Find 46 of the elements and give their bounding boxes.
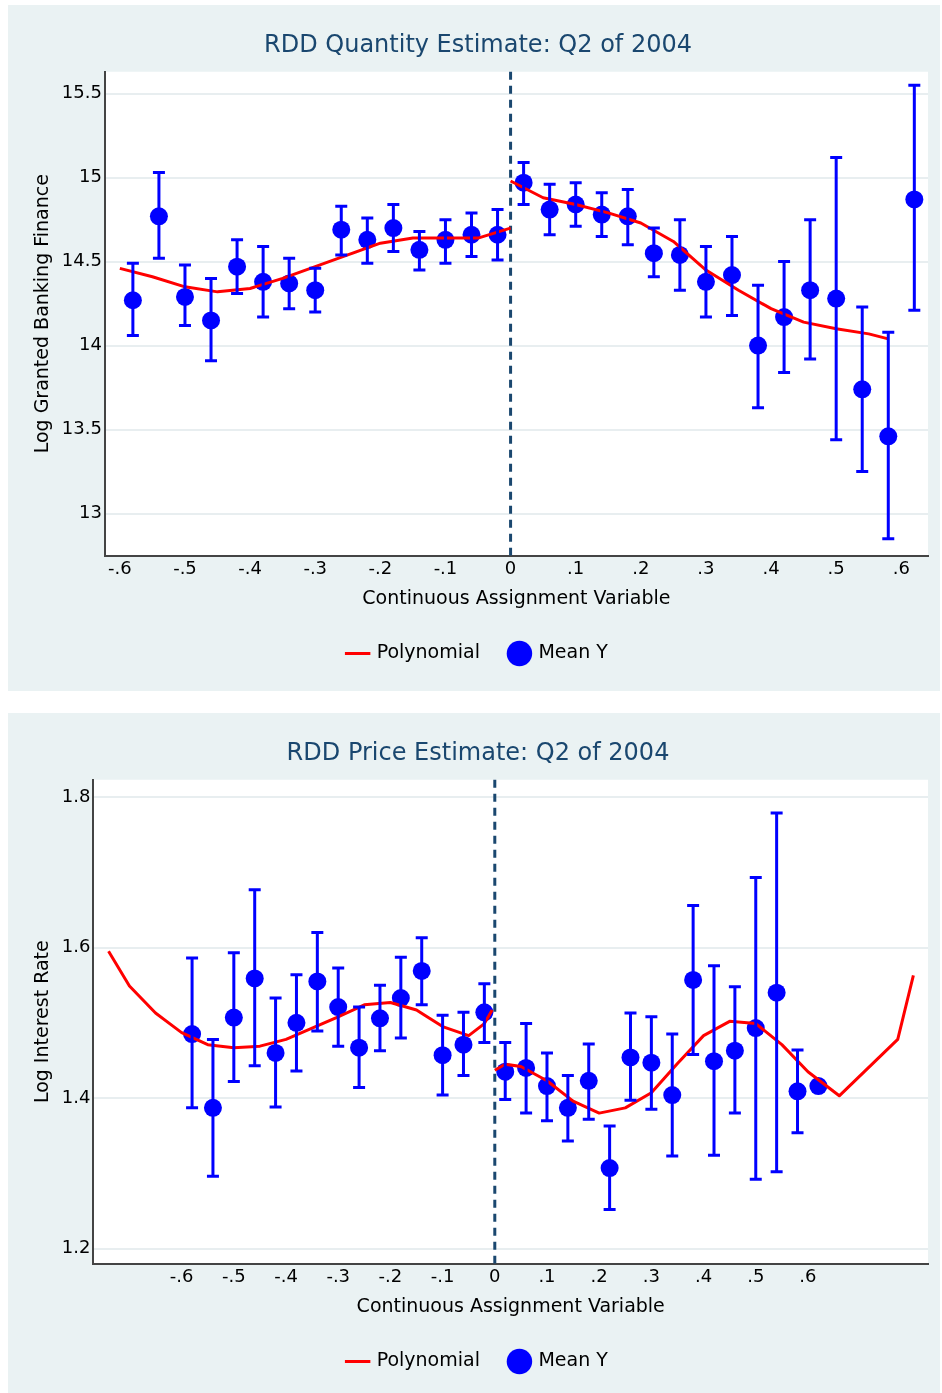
y-tick-label: 15.5 — [61, 81, 102, 103]
x-tick-label: -.4 — [238, 557, 262, 579]
y-axis-title: Log Interest Rate — [30, 940, 53, 1104]
x-tick-label: .3 — [642, 1265, 660, 1287]
x-tick-label: -.4 — [274, 1265, 298, 1287]
legend-label: Polynomial — [376, 1348, 480, 1371]
x-tick-label: .4 — [762, 557, 780, 579]
x-tick-label: .5 — [827, 557, 845, 579]
x-tick-label: .5 — [747, 1265, 765, 1287]
y-tick-label: 14 — [78, 333, 102, 355]
y-tick-label: 1.6 — [61, 935, 91, 957]
y-tick-label: 1.8 — [61, 784, 91, 806]
x-tick-label: .3 — [697, 557, 715, 579]
y-tick-label: 14.5 — [61, 249, 102, 271]
legend-label: Mean Y — [538, 640, 609, 663]
x-tick-label: .1 — [567, 557, 585, 579]
legend-label: Mean Y — [538, 1348, 609, 1371]
x-axis-title: Continuous Assignment Variable — [362, 585, 671, 608]
x-tick-label: .4 — [694, 1265, 713, 1287]
x-tick-label: -.5 — [173, 557, 197, 579]
y-tick-label: 13.5 — [61, 417, 102, 439]
x-tick-label: -.1 — [430, 1265, 455, 1287]
x-tick-label: .6 — [799, 1265, 817, 1287]
x-tick-label: -.1 — [433, 557, 458, 579]
x-tick-label: .1 — [538, 1265, 556, 1287]
x-tick-label: .2 — [632, 557, 650, 579]
x-tick-label: .2 — [590, 1265, 608, 1287]
x-tick-label: -.3 — [303, 557, 328, 579]
x-tick-label: -.3 — [326, 1265, 351, 1287]
x-axis-title: Continuous Assignment Variable — [356, 1293, 665, 1316]
x-tick-label: -.2 — [378, 1265, 403, 1287]
x-tick-label: 0 — [489, 1265, 501, 1287]
legend-label: Polynomial — [376, 640, 480, 663]
y-tick-label: 13 — [78, 501, 102, 523]
chart-title: RDD Price Estimate: Q2 of 2004 — [286, 737, 670, 766]
x-tick-label: -.2 — [368, 557, 393, 579]
x-tick-label: -.5 — [221, 1265, 246, 1287]
y-tick-label: 15 — [78, 165, 102, 187]
y-tick-label: 1.4 — [61, 1085, 91, 1107]
x-tick-label: 0 — [504, 557, 517, 579]
y-axis-title: Log Granted Banking Finance — [30, 174, 53, 454]
x-tick-label: -.6 — [108, 557, 132, 579]
x-tick-label: -.6 — [169, 1265, 194, 1287]
chart-title: RDD Quantity Estimate: Q2 of 2004 — [264, 29, 692, 58]
x-tick-label: .6 — [892, 557, 910, 579]
y-tick-label: 1.2 — [61, 1236, 91, 1258]
